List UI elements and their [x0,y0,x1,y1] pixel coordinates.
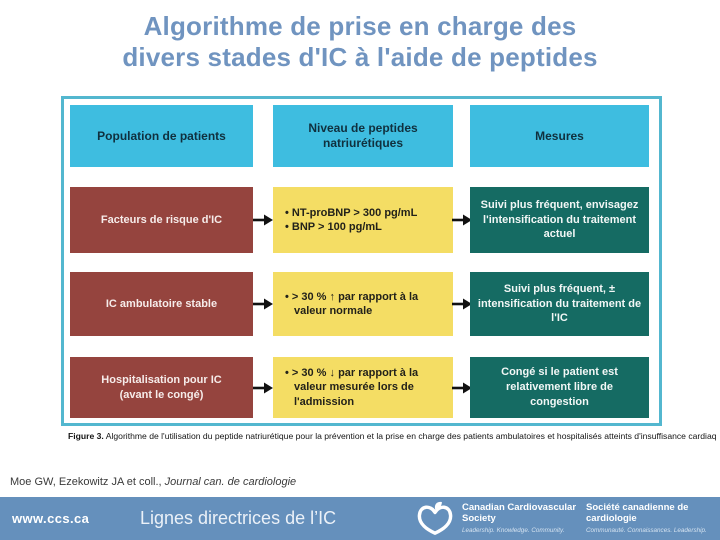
peptide-cell: • NT-proBNP > 300 pg/mL • BNP > 100 pg/m… [273,187,453,253]
header-population: Population de patients [70,105,253,167]
flowchart-frame: Population de patients Niveau de peptide… [61,96,662,426]
peptide-line: • NT-proBNP > 300 pg/mL [285,206,418,219]
ccs-heart-icon [416,501,454,540]
header-mesures: Mesures [470,105,649,167]
right-arrow-icon [452,187,472,253]
right-arrow-icon [253,187,273,253]
right-arrow-icon [452,272,472,336]
ccs-logo-english: Canadian Cardiovascular Society Leadersh… [462,502,580,534]
citation: Moe GW, Ezekowitz JA et coll., Journal c… [10,476,296,488]
slide-title-line2: divers stades d'IC à l'aide de peptides [122,42,598,72]
peptide-line: • BNP > 100 pg/mL [285,221,382,233]
population-cell: IC ambulatoire stable [70,272,253,336]
ccs-logo-fr-name: Société canadienne de cardiologie [586,502,689,524]
figure-caption-label: Figure 3. [68,431,104,441]
peptide-line: • > 30 % ↓ par rapport à la valeur mesur… [285,367,419,408]
right-arrow-icon [452,357,472,418]
peptide-cell: • > 30 % ↑ par rapport à la valeur norma… [273,272,453,336]
footer-bar: www.ccs.ca Lignes directrices de l’IC Ca… [0,497,720,540]
population-cell: Hospitalisation pour IC (avant le congé) [70,357,253,418]
peptide-line: • > 30 % ↑ par rapport à la valeur norma… [285,290,419,317]
figure-caption: Figure 3. Algorithme de l'utilisation du… [68,431,716,441]
ccs-logo-en-name: Canadian Cardiovascular Society [462,502,577,524]
ccs-url-link[interactable]: www.ccs.ca [12,511,90,526]
citation-authors: Moe GW, Ezekowitz JA et coll., [10,476,165,488]
slide-title: Algorithme de prise en charge des divers… [0,11,720,73]
right-arrow-icon [253,357,273,418]
ccs-logo-en-tagline: Leadership. Knowledge. Community. [462,526,565,534]
measure-cell: Suivi plus fréquent, envisagez l'intensi… [470,187,649,253]
measure-cell: Suivi plus fréquent, ± intensification d… [470,272,649,336]
figure-caption-text: Algorithme de l'utilisation du peptide n… [103,431,716,441]
header-peptides: Niveau de peptides natriurétiques [273,105,453,167]
ccs-logo-french: Société canadienne de cardiologie Commun… [586,502,714,534]
slide-title-line1: Algorithme de prise en charge des [143,11,577,41]
footer-series-title: Lignes directrices de l’IC [140,508,337,528]
ccs-logo-fr-tagline: Communauté. Connaissances. Leadership. [586,526,707,534]
right-arrow-icon [253,272,273,336]
citation-journal: Journal can. de cardiologie [164,476,297,488]
population-cell: Facteurs de risque d'IC [70,187,253,253]
peptide-cell: • > 30 % ↓ par rapport à la valeur mesur… [273,357,453,418]
measure-cell: Congé si le patient est relativement lib… [470,357,649,418]
